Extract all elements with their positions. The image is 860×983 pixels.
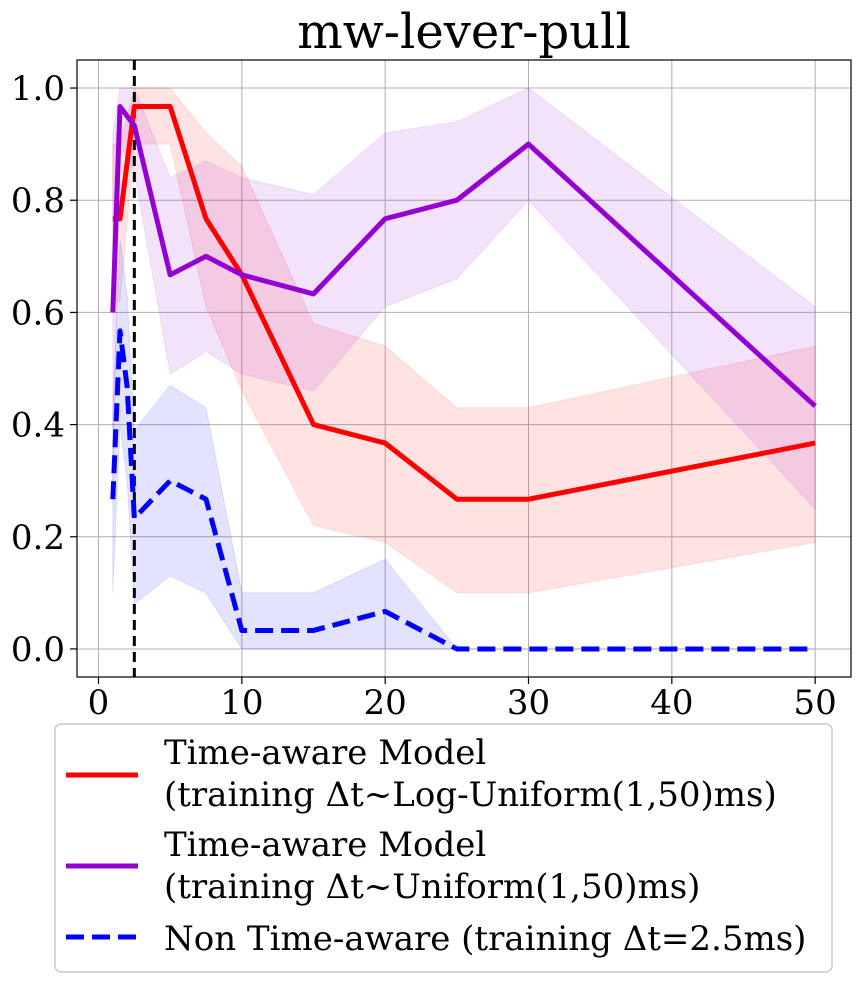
axis-ticks: 0 10 20 30 40 50 0.0 0.2 0.4 0.6 0.8 1.0 — [11, 69, 837, 723]
legend-box — [54, 723, 833, 973]
x-tick-label: 10 — [220, 683, 263, 723]
x-tick-label: 40 — [650, 683, 693, 723]
confidence-bands — [112, 87, 816, 650]
plot-frame — [76, 59, 852, 678]
y-tick-label: 0.2 — [11, 518, 65, 558]
series-line-3 — [110, 328, 816, 652]
x-tick-label: 30 — [507, 683, 550, 723]
x-tick-label: 20 — [364, 683, 407, 723]
confidence-band-series-1 — [112, 87, 816, 594]
y-tick-label: 1.0 — [11, 69, 65, 109]
y-tick-label: 0.0 — [11, 630, 65, 670]
legend-label: Time-aware Model — [164, 825, 486, 865]
series-lines — [110, 104, 817, 652]
confidence-band-series-2 — [112, 87, 816, 510]
grid-lines — [77, 60, 851, 677]
y-tick-label: 0.6 — [11, 293, 65, 333]
chart-title: mw-lever-pull — [297, 4, 631, 60]
x-tick-label: 50 — [794, 683, 837, 723]
legend-label: Non Time-aware (training Δt=2.5ms) — [164, 919, 806, 959]
legend-label: Time-aware Model — [164, 733, 486, 773]
x-tick-label: 0 — [88, 683, 110, 723]
legend: Time-aware Model(training Δt~Log-Uniform… — [54, 723, 833, 973]
legend-label-line2: (training Δt~Log-Uniform(1,50)ms) — [164, 775, 777, 815]
legend-label-line2: (training Δt~Uniform(1,50)ms) — [164, 867, 700, 907]
y-tick-label: 0.4 — [11, 406, 65, 446]
y-tick-label: 0.8 — [11, 181, 65, 221]
